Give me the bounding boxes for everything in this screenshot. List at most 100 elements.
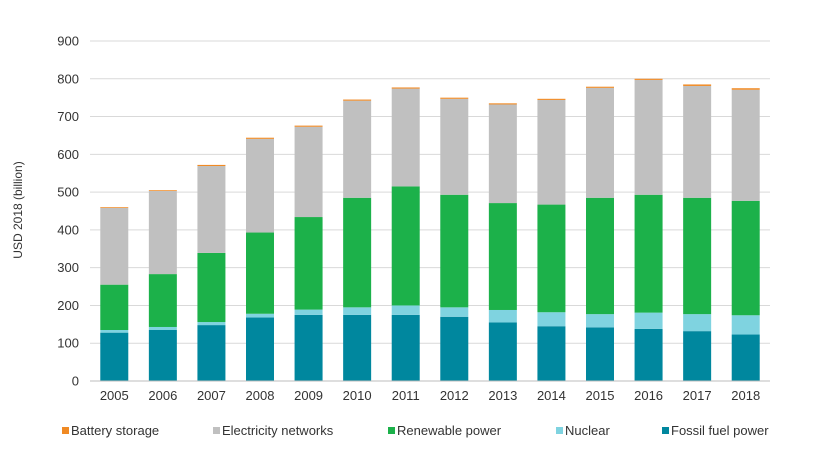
bar-electricity-networks-2014 [537, 99, 566, 205]
bar-renewable-power-2016 [634, 194, 663, 313]
bar-electricity-networks-2017 [683, 85, 712, 198]
bar-fossil-fuel-power-2017 [683, 331, 712, 381]
bar-nuclear-2016 [634, 312, 663, 329]
bar-nuclear-2014 [537, 312, 566, 327]
bar-stack-2006 [148, 190, 177, 381]
bar-stack-2007 [197, 164, 226, 381]
bar-battery-storage-2011 [391, 87, 420, 89]
x-tick-label: 2014 [537, 388, 566, 403]
gridlines [90, 40, 770, 344]
bar-electricity-networks-2009 [294, 126, 323, 218]
legend-label: Nuclear [565, 423, 610, 438]
bar-battery-storage-2006 [148, 190, 177, 191]
bar-renewable-power-2007 [197, 252, 226, 323]
bar-renewable-power-2009 [294, 217, 323, 310]
bar-nuclear-2011 [391, 305, 420, 315]
bar-battery-storage-2018 [731, 88, 760, 90]
bar-stack-2009 [294, 125, 323, 381]
legend: Battery storage Electricity networks Renew… [62, 423, 769, 438]
legend-item: Nuclear [556, 423, 610, 438]
bar-fossil-fuel-power-2010 [343, 314, 372, 381]
bar-electricity-networks-2007 [197, 166, 226, 253]
bar-battery-storage-2013 [488, 103, 517, 105]
bar-renewable-power-2011 [391, 186, 420, 306]
x-tick-label: 2005 [100, 388, 129, 403]
bar-renewable-power-2013 [488, 203, 517, 310]
bar-stack-2015 [586, 86, 614, 381]
bar-stack-2016 [634, 78, 663, 381]
y-tick-label: 300 [57, 260, 79, 275]
bar-nuclear-2013 [488, 309, 517, 323]
x-tick-label: 2013 [488, 388, 517, 403]
bar-battery-storage-2012 [440, 97, 469, 99]
bar-renewable-power-2018 [731, 200, 760, 316]
bar-fossil-fuel-power-2007 [197, 325, 226, 381]
y-tick-label: 800 [57, 71, 79, 86]
bar-renewable-power-2008 [246, 232, 274, 314]
legend-item: Fossil fuel power [662, 423, 769, 438]
bar-battery-storage-2014 [537, 98, 566, 100]
bar-nuclear-2005 [100, 330, 129, 333]
legend-swatch [213, 427, 220, 434]
x-tick-label: 2010 [343, 388, 372, 403]
bar-fossil-fuel-power-2014 [537, 326, 566, 381]
bar-renewable-power-2006 [148, 274, 177, 327]
bar-battery-storage-2016 [634, 78, 663, 80]
bar-battery-storage-2015 [586, 86, 614, 88]
bar-battery-storage-2008 [246, 137, 274, 139]
bar-stack-2010 [343, 99, 372, 381]
legend-swatch [62, 427, 69, 434]
bar-nuclear-2008 [246, 313, 274, 318]
bar-fossil-fuel-power-2013 [488, 322, 517, 381]
bar-battery-storage-2017 [683, 84, 712, 86]
bar-stack-2005 [100, 207, 129, 381]
bar-electricity-networks-2005 [100, 207, 129, 285]
bar-renewable-power-2010 [343, 197, 372, 308]
bar-battery-storage-2009 [294, 125, 323, 127]
bar-stack-2012 [440, 97, 469, 381]
bar-renewable-power-2005 [100, 284, 129, 330]
bar-electricity-networks-2018 [731, 89, 760, 201]
x-axis-ticks: 2005 2006 2007 2008 2009 2010 2011 2012 2013 2014… [100, 388, 760, 403]
y-tick-label: 200 [57, 298, 79, 313]
legend-item: Renewable power [388, 423, 502, 438]
y-tick-label: 400 [57, 222, 79, 237]
y-tick-label: 700 [57, 109, 79, 124]
bar-fossil-fuel-power-2018 [731, 334, 760, 381]
legend-swatch [556, 427, 563, 434]
x-tick-label: 2009 [294, 388, 323, 403]
y-tick-label: 500 [57, 185, 79, 200]
bar-stack-2014 [537, 98, 566, 381]
y-tick-label: 0 [72, 374, 79, 389]
bar-nuclear-2007 [197, 322, 226, 326]
bar-electricity-networks-2012 [440, 98, 469, 195]
legend-swatch [388, 427, 395, 434]
y-axis-label: USD 2018 (billion) [11, 161, 25, 258]
legend-item: Battery storage [62, 423, 159, 438]
bar-nuclear-2018 [731, 315, 760, 335]
bar-nuclear-2006 [148, 326, 177, 330]
bar-fossil-fuel-power-2009 [294, 314, 323, 381]
x-tick-label: 2011 [392, 388, 420, 403]
bar-stack-2013 [488, 103, 517, 381]
bar-nuclear-2017 [683, 314, 712, 332]
legend-label: Battery storage [71, 423, 159, 438]
x-tick-label: 2007 [197, 388, 226, 403]
bar-electricity-networks-2013 [488, 104, 517, 204]
bar-battery-storage-2010 [343, 99, 372, 101]
x-tick-label: 2016 [634, 388, 663, 403]
bar-electricity-networks-2011 [391, 88, 420, 187]
y-tick-label: 100 [57, 336, 79, 351]
x-tick-label: 2015 [586, 388, 615, 403]
bar-stack-2017 [683, 84, 712, 381]
x-tick-label: 2012 [440, 388, 469, 403]
x-tick-label: 2018 [731, 388, 760, 403]
bar-nuclear-2012 [440, 307, 469, 317]
bar-renewable-power-2014 [537, 204, 566, 313]
bar-fossil-fuel-power-2011 [391, 314, 420, 381]
bar-stack-2008 [246, 137, 274, 381]
bar-nuclear-2015 [586, 314, 614, 328]
legend-label: Fossil fuel power [671, 423, 769, 438]
bar-electricity-networks-2008 [246, 138, 274, 233]
